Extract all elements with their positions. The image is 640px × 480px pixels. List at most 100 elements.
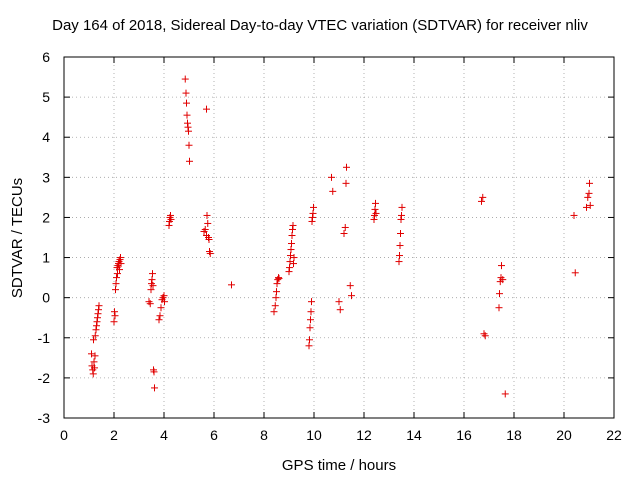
x-tick-label: 16 <box>456 427 472 443</box>
data-point <box>372 209 380 217</box>
y-tick-label: 0 <box>42 290 50 306</box>
data-point <box>270 308 278 316</box>
x-tick-label: 18 <box>506 427 522 443</box>
data-point <box>95 302 103 310</box>
data-point <box>203 211 211 219</box>
x-tick-label: 20 <box>556 427 572 443</box>
axis-ticks <box>63 56 615 419</box>
data-point <box>372 199 379 207</box>
x-axis-title: GPS time / hours <box>282 457 396 474</box>
data-point <box>329 187 337 195</box>
chart-title: Day 164 of 2018, Sidereal Day-to-day VTE… <box>52 17 588 34</box>
data-point <box>150 368 158 376</box>
data-point <box>157 304 165 312</box>
data-point <box>272 294 280 302</box>
data-point <box>273 288 280 296</box>
data-point <box>286 264 293 272</box>
data-point <box>151 384 158 392</box>
data-point <box>306 324 314 332</box>
data-point <box>117 260 125 268</box>
x-tick-label: 8 <box>260 427 268 443</box>
data-point <box>185 141 193 149</box>
data-point <box>586 201 594 209</box>
data-point <box>306 336 313 344</box>
data-point <box>395 258 403 266</box>
data-point <box>112 286 119 294</box>
data-point <box>340 229 348 237</box>
x-tick-label: 4 <box>160 427 168 443</box>
data-point <box>89 370 97 378</box>
data-point <box>114 270 121 278</box>
data-point <box>305 342 313 350</box>
data-point <box>181 75 189 83</box>
data-point <box>113 274 120 282</box>
data-point <box>478 197 485 205</box>
y-tick-labels: -3 -2 -1 0 1 2 3 4 5 6 <box>38 49 51 426</box>
data-point <box>205 236 213 244</box>
data-point <box>499 276 507 284</box>
data-point <box>290 260 297 268</box>
y-tick-label: -1 <box>38 330 51 346</box>
data-point <box>307 316 314 324</box>
data-point <box>149 282 157 290</box>
x-tick-label: 6 <box>210 427 218 443</box>
y-tick-label: -2 <box>38 370 51 386</box>
data-point <box>288 240 295 248</box>
data-point <box>583 203 590 211</box>
data-point <box>201 225 209 233</box>
data-point <box>116 266 123 274</box>
data-point <box>91 332 99 340</box>
x-tick-label: 2 <box>110 427 118 443</box>
y-tick-label: 3 <box>42 169 50 185</box>
data-point <box>182 89 190 97</box>
data-point <box>371 205 379 213</box>
data-point <box>90 336 97 344</box>
data-point <box>160 292 168 300</box>
data-point <box>91 352 99 360</box>
data-point <box>341 223 349 231</box>
data-point <box>117 254 124 262</box>
grid-lines <box>64 57 614 418</box>
data-point <box>204 219 212 227</box>
data-point <box>287 246 295 254</box>
data-point <box>288 231 296 239</box>
plot-frame <box>63 56 615 419</box>
data-point <box>496 290 503 298</box>
data-point <box>90 358 98 366</box>
data-point <box>501 390 509 398</box>
x-tick-label: 0 <box>60 427 68 443</box>
data-point <box>161 298 168 306</box>
data-point <box>343 163 350 171</box>
data-points <box>88 75 594 398</box>
data-point <box>155 316 163 324</box>
data-point <box>148 276 156 284</box>
data-point <box>156 312 164 320</box>
data-point <box>336 306 344 314</box>
data-point <box>203 105 210 113</box>
data-point <box>342 179 350 187</box>
data-point <box>289 221 297 229</box>
data-point <box>290 254 298 262</box>
y-tick-label: 5 <box>42 89 50 105</box>
data-point <box>146 300 154 308</box>
data-point <box>397 229 404 237</box>
x-tick-label: 12 <box>356 427 372 443</box>
data-point <box>111 312 119 320</box>
data-point <box>91 364 98 372</box>
data-point <box>481 332 489 340</box>
x-tick-label: 14 <box>406 427 422 443</box>
data-point <box>186 157 193 165</box>
data-point <box>348 292 355 300</box>
data-point <box>110 318 118 326</box>
data-point <box>183 111 191 119</box>
data-point <box>183 99 190 107</box>
data-point <box>398 211 405 219</box>
data-point <box>498 262 505 270</box>
x-tick-labels: 0 2 4 6 8 10 12 14 16 18 20 22 <box>60 427 622 443</box>
x-tick-label: 10 <box>306 427 322 443</box>
data-point <box>228 281 235 289</box>
data-point <box>309 209 317 217</box>
data-point <box>308 298 315 306</box>
data-point <box>149 270 156 278</box>
